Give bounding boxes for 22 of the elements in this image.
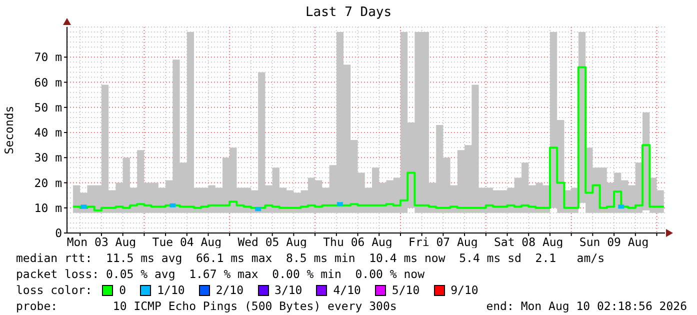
legend-title: loss color:	[16, 282, 92, 298]
text: packet loss: 0.05 % avg 1.67 % max 0.00 % min 0.00 % now	[16, 266, 426, 282]
y-tick-label: 0	[55, 226, 62, 240]
text: end: Mon Aug 10 02:18:56 2026	[486, 298, 687, 314]
legend-label: 5/10	[390, 282, 420, 298]
y-axis-title: Seconds	[2, 106, 16, 154]
y-tick-label: 10 m	[34, 200, 62, 215]
y-tick-label: 30 m	[34, 150, 62, 165]
y-tick-label: 40 m	[34, 126, 62, 140]
y-tick-label: 50 m	[34, 100, 62, 114]
legend-label: 4/10	[332, 282, 361, 298]
y-tick-label: 70 m	[34, 50, 62, 64]
legend-label: 9/10	[450, 282, 478, 298]
y-tick-label: 60 m	[34, 75, 62, 90]
legend-label: 0	[118, 282, 126, 298]
text: median rtt: 11.5 ms avg 66.1 ms max 8.5 ms min 10.4 ms now 5.4 ms sd 2.1 am/s	[16, 250, 606, 266]
y-tick-label: 20 m	[34, 176, 62, 190]
legend-label: 3/10	[274, 282, 302, 298]
legend-label: 1/10	[156, 282, 185, 298]
chart-title: Last 7 Days	[304, 5, 393, 20]
text: probe: 10 ICMP Echo Pings (500 Bytes) every 300s	[16, 298, 397, 314]
legend-label: 2/10	[214, 282, 244, 298]
